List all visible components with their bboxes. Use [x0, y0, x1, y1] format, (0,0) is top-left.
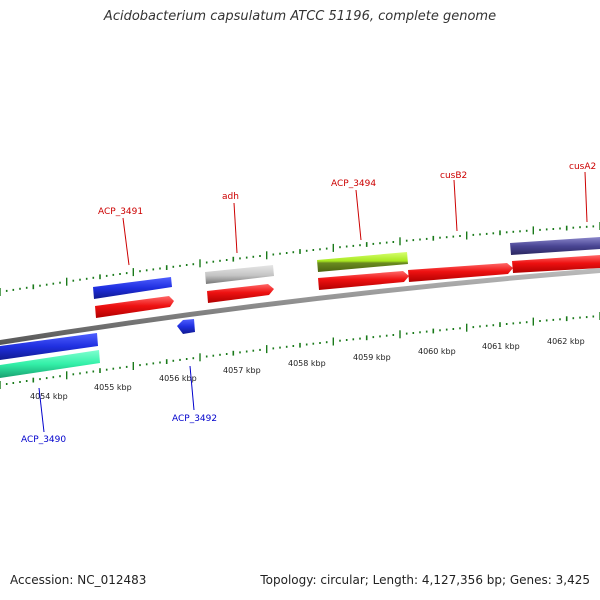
cds-arrow-acp-3491[interactable] — [95, 296, 174, 318]
ruler-label: 4055 kbp — [94, 383, 132, 392]
gene-label-acp-3492[interactable]: ACP_3492 — [172, 414, 217, 424]
cds-arrow-cusb2[interactable] — [408, 263, 513, 282]
gene-feature-acp-3491[interactable] — [93, 277, 172, 299]
gene-label-cusb2[interactable]: cusB2 — [440, 171, 467, 181]
ruler-label: 4062 kbp — [547, 337, 585, 346]
cds-arrow-adh[interactable] — [207, 284, 274, 303]
gene-label-cusa2[interactable]: cusA2 — [569, 162, 596, 172]
gene-feature-acp-3490[interactable] — [0, 333, 98, 360]
forward-gene-features — [93, 237, 600, 299]
cds-arrow-acp-3494[interactable] — [318, 271, 409, 290]
cds-arrow-acp-3492[interactable] — [177, 319, 195, 334]
reverse-gene-labels: ACP_3490 ACP_3492 — [21, 365, 217, 445]
cds-arrow-cusa2[interactable] — [512, 255, 600, 273]
ruler-label: 4056 kbp — [159, 374, 197, 383]
reverse-gene-features — [0, 319, 195, 378]
gene-feature-acp-3494[interactable] — [317, 252, 408, 272]
ruler-label: 4060 kbp — [418, 347, 456, 356]
gene-label-acp-3494[interactable]: ACP_3494 — [331, 179, 376, 189]
ruler-label: 4057 kbp — [223, 366, 261, 375]
ruler-outer-ticks — [0, 222, 600, 296]
ruler-label: 4054 kbp — [30, 392, 68, 401]
ruler-labels: 4054 kbp 4055 kbp 4056 kbp 4057 kbp 4058… — [30, 337, 585, 401]
ruler-label: 4058 kbp — [288, 359, 326, 368]
gene-label-acp-3490[interactable]: ACP_3490 — [21, 435, 66, 445]
ruler-inner-ticks — [0, 312, 600, 389]
forward-cds-arrows — [95, 255, 600, 318]
gene-label-acp-3491[interactable]: ACP_3491 — [98, 207, 143, 217]
ruler-label: 4061 kbp — [482, 342, 520, 351]
ruler-label: 4059 kbp — [353, 353, 391, 362]
accession-text: Accession: NC_012483 — [10, 573, 147, 587]
gene-feature-adh[interactable] — [205, 265, 274, 284]
gene-label-adh[interactable]: adh — [222, 192, 239, 202]
genome-summary-text: Topology: circular; Length: 4,127,356 bp… — [260, 573, 590, 587]
genome-backbone — [0, 268, 600, 345]
gene-feature-cusa2[interactable] — [510, 237, 600, 255]
forward-gene-labels: ACP_3491 adh ACP_3494 cusB2 cusA2 — [98, 162, 596, 266]
cds-feature-acp-3490[interactable] — [0, 350, 100, 378]
map-title: Acidobacterium capsulatum ATCC 51196, co… — [103, 9, 497, 24]
